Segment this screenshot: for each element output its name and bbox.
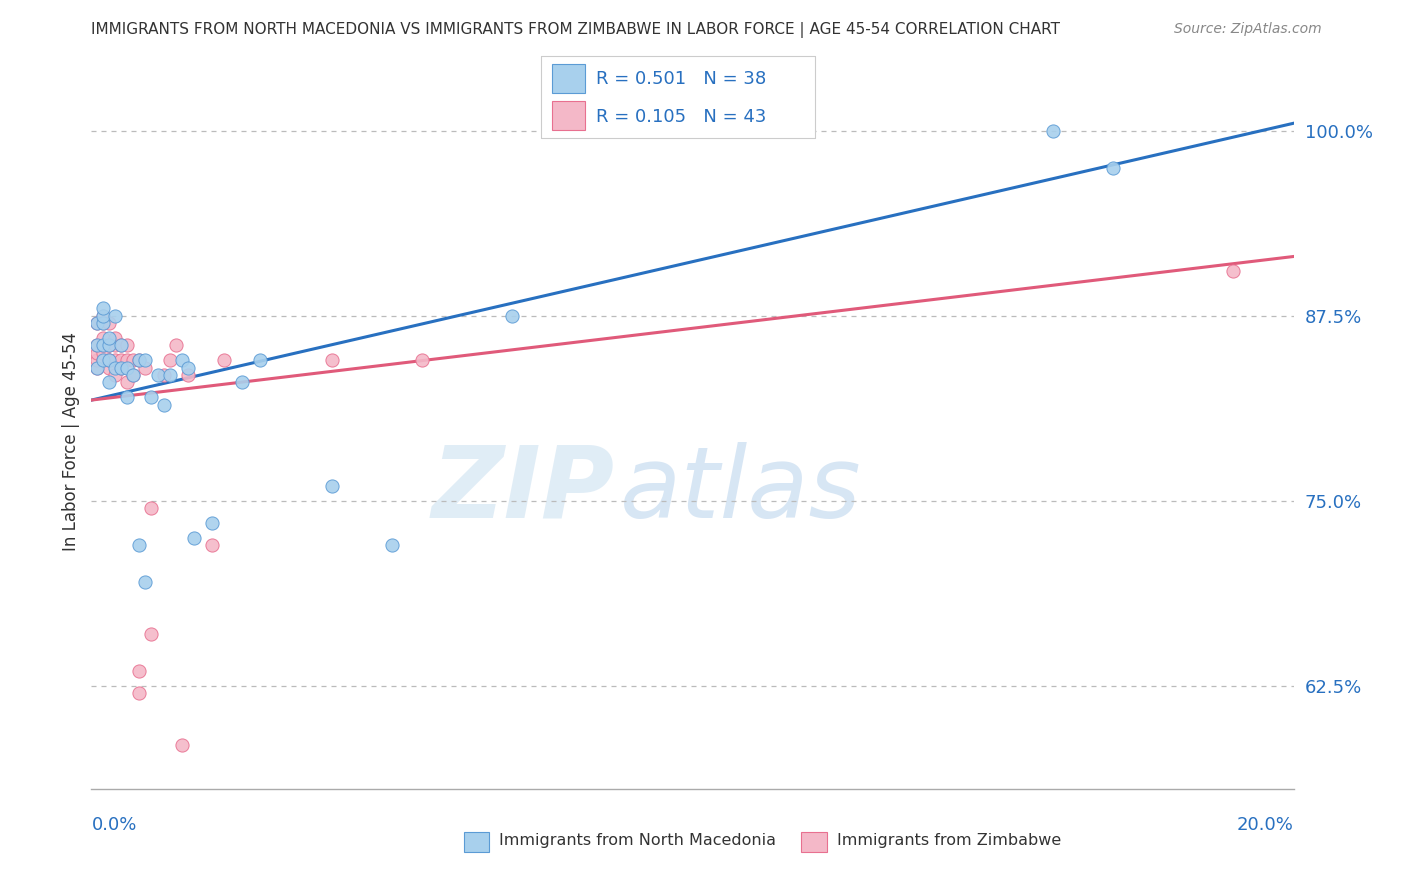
Point — [86, 338, 108, 352]
Point — [122, 368, 145, 382]
Point — [249, 353, 271, 368]
Point — [86, 360, 108, 375]
Point — [321, 353, 343, 368]
Point — [117, 353, 139, 368]
Point — [141, 627, 163, 641]
Point — [104, 360, 127, 375]
Point — [176, 360, 198, 375]
Point — [170, 738, 193, 752]
Bar — [553, 102, 585, 130]
Point — [98, 360, 121, 375]
Point — [110, 338, 132, 352]
Point — [93, 316, 115, 330]
Point — [1042, 123, 1064, 137]
Point — [152, 398, 174, 412]
Point — [86, 353, 108, 368]
Point — [93, 338, 115, 352]
Point — [201, 538, 224, 552]
Point — [104, 331, 127, 345]
Point — [86, 338, 108, 352]
Y-axis label: In Labor Force | Age 45-54: In Labor Force | Age 45-54 — [62, 332, 80, 551]
Text: R = 0.501   N = 38: R = 0.501 N = 38 — [596, 70, 766, 88]
Point — [93, 338, 115, 352]
Point — [212, 353, 235, 368]
Point — [159, 368, 181, 382]
Point — [183, 531, 205, 545]
Text: Source: ZipAtlas.com: Source: ZipAtlas.com — [1174, 22, 1322, 37]
Point — [134, 353, 156, 368]
Point — [146, 368, 169, 382]
Point — [98, 331, 121, 345]
Text: atlas: atlas — [620, 442, 862, 539]
Point — [201, 516, 224, 530]
Point — [170, 353, 193, 368]
Text: ZIP: ZIP — [432, 442, 614, 539]
Point — [141, 501, 163, 516]
Point — [134, 575, 156, 590]
Point — [104, 309, 127, 323]
Point — [381, 538, 404, 552]
Point — [128, 353, 150, 368]
Point — [501, 309, 523, 323]
Point — [86, 316, 108, 330]
Point — [117, 390, 139, 404]
Point — [98, 353, 121, 368]
Point — [93, 316, 115, 330]
Point — [1102, 161, 1125, 175]
Text: Immigrants from Zimbabwe: Immigrants from Zimbabwe — [837, 833, 1060, 847]
Point — [93, 309, 115, 323]
Point — [98, 316, 121, 330]
Point — [128, 538, 150, 552]
Point — [411, 353, 433, 368]
Point — [128, 353, 150, 368]
Point — [141, 390, 163, 404]
Point — [165, 338, 187, 352]
Point — [93, 301, 115, 316]
Point — [1222, 264, 1244, 278]
Point — [231, 376, 253, 390]
Bar — [553, 64, 585, 93]
Text: R = 0.105   N = 43: R = 0.105 N = 43 — [596, 108, 766, 126]
Point — [321, 479, 343, 493]
Point — [110, 360, 132, 375]
Point — [159, 353, 181, 368]
Point — [110, 353, 132, 368]
Point — [93, 353, 115, 368]
Point — [117, 360, 139, 375]
Point — [128, 664, 150, 678]
Point — [86, 345, 108, 359]
Point — [152, 368, 174, 382]
Point — [93, 331, 115, 345]
Text: 0.0%: 0.0% — [91, 816, 136, 834]
Point — [128, 686, 150, 700]
Point — [110, 360, 132, 375]
Point — [93, 345, 115, 359]
Point — [122, 368, 145, 382]
Point — [110, 338, 132, 352]
Point — [176, 368, 198, 382]
Point — [134, 360, 156, 375]
Text: Immigrants from North Macedonia: Immigrants from North Macedonia — [499, 833, 776, 847]
Point — [117, 338, 139, 352]
Point — [93, 353, 115, 368]
Point — [98, 353, 121, 368]
Point — [104, 368, 127, 382]
Point — [93, 309, 115, 323]
Point — [98, 338, 121, 352]
Text: IMMIGRANTS FROM NORTH MACEDONIA VS IMMIGRANTS FROM ZIMBABWE IN LABOR FORCE | AGE: IMMIGRANTS FROM NORTH MACEDONIA VS IMMIG… — [91, 22, 1060, 38]
Point — [117, 376, 139, 390]
Point — [86, 360, 108, 375]
Point — [104, 353, 127, 368]
Text: 20.0%: 20.0% — [1237, 816, 1294, 834]
Point — [104, 338, 127, 352]
Point — [98, 338, 121, 352]
Point — [122, 353, 145, 368]
Point — [98, 376, 121, 390]
Point — [86, 316, 108, 330]
